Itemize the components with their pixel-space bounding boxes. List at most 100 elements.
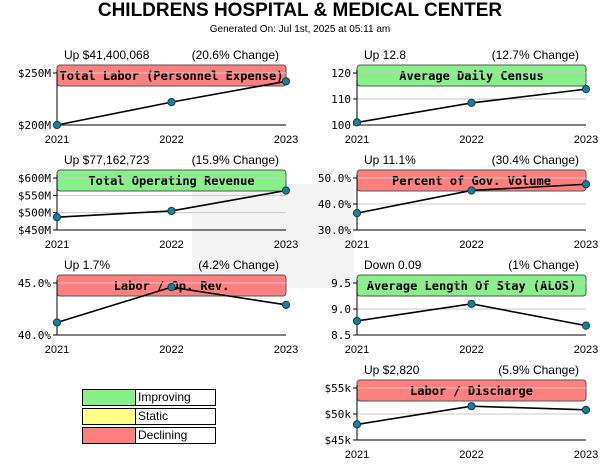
chart-title: Total Operating Revenue — [88, 174, 254, 188]
chart-average-daily-census: Up 12.8 (12.7% Change) Average Daily Censu… — [300, 44, 600, 149]
y-tick-label: $200M — [18, 119, 51, 132]
chart-title: Percent of Gov. Volume — [392, 174, 551, 188]
legend-item-declining: Declining — [82, 426, 216, 445]
y-tick-label: 40.0% — [18, 329, 51, 342]
change-percent: (4.2% Change) — [198, 258, 279, 272]
legend-swatch-static — [82, 407, 136, 425]
y-tick-label: $250M — [18, 67, 51, 80]
y-tick-label: 8.5 — [331, 329, 351, 342]
change-value: Up $41,400,068 — [64, 48, 150, 62]
data-point-2023 — [281, 300, 291, 309]
chart-svg: Up $77,162,723 (15.9% Change) Total Operat… — [18, 153, 298, 251]
y-tick-label: $55k — [325, 382, 352, 395]
data-point-2022 — [167, 206, 176, 216]
x-tick-label: 2021 — [345, 134, 369, 146]
y-tick-label: $500M — [18, 207, 51, 220]
y-tick-label: 100 — [331, 119, 351, 132]
x-tick-label: 2021 — [345, 239, 369, 251]
x-tick-label: 2022 — [459, 449, 483, 461]
x-tick-label: 2023 — [574, 239, 598, 251]
x-tick-label: 2021 — [45, 134, 69, 146]
data-point-2022 — [467, 186, 476, 195]
x-tick-label: 2022 — [459, 239, 483, 251]
chart-labor-op-rev: Up 1.7% (4.2% Change) Labor / Op. Rev. 40.0… — [0, 254, 300, 359]
chart-total-labor: Up $41,400,068 (20.6% Change) Total Labor … — [0, 44, 300, 149]
x-tick-label: 2022 — [459, 134, 483, 146]
chart-total-operating-revenue: Up $77,162,723 (15.9% Change) Total Operat… — [0, 149, 300, 254]
data-point-2021 — [352, 118, 362, 127]
x-tick-label: 2023 — [574, 344, 598, 356]
x-tick-label: 2023 — [274, 134, 298, 146]
chart-svg: Up $41,400,068 (20.6% Change) Total Labor … — [18, 48, 298, 146]
x-tick-label: 2021 — [45, 239, 69, 251]
data-point-2023 — [581, 85, 591, 94]
data-point-2022 — [467, 402, 476, 411]
y-tick-label: $450M — [18, 224, 51, 237]
chart-title: Total Labor (Personnel Expense) — [60, 69, 284, 83]
legend-swatch-improving — [82, 389, 136, 406]
data-point-2021 — [52, 213, 62, 222]
legend-item-improving: Improving — [82, 388, 216, 407]
data-point-2023 — [581, 321, 591, 330]
x-tick-label: 2022 — [159, 239, 183, 251]
chart-percent-gov-volume: Up 11.1% (30.4% Change) Percent of Gov. Vo… — [300, 149, 600, 254]
change-percent: (20.6% Change) — [192, 48, 279, 62]
chart-svg: Up 11.1% (30.4% Change) Percent of Gov. Vo… — [318, 153, 598, 251]
data-point-2021 — [352, 420, 362, 429]
data-point-2022 — [167, 98, 176, 107]
x-tick-label: 2023 — [574, 449, 598, 461]
x-tick-label: 2022 — [459, 344, 483, 356]
y-tick-label: 110 — [331, 93, 351, 106]
data-point-2023 — [281, 77, 291, 86]
data-point-2023 — [581, 180, 591, 189]
y-tick-label: 30.0% — [318, 224, 351, 237]
data-point-2021 — [352, 316, 362, 326]
change-value: Up 1.7% — [64, 258, 110, 272]
status-legend: Improving Static Declining — [82, 388, 216, 445]
x-tick-label: 2021 — [45, 344, 69, 356]
legend-label: Static — [136, 407, 216, 425]
chart-svg: Up 12.8 (12.7% Change) Average Daily Censu… — [331, 48, 598, 146]
y-tick-label: 45.0% — [18, 277, 51, 290]
x-tick-label: 2022 — [159, 134, 183, 146]
change-value: Up $2,820 — [364, 363, 420, 377]
y-tick-label: $550M — [18, 189, 51, 202]
legend-label: Declining — [136, 426, 216, 444]
chart-svg: Up 1.7% (4.2% Change)Labor / Op. Rev.40.0… — [18, 258, 298, 356]
change-value: Up 11.1% — [364, 153, 416, 167]
legend-swatch-declining — [82, 426, 136, 444]
chart-svg: Up $2,820 (5.9% Change) Labor / Discharge $… — [325, 363, 599, 461]
change-value: Down 0.09 — [364, 258, 422, 272]
change-percent: (12.7% Change) — [492, 48, 579, 62]
y-tick-label: $45k — [325, 434, 352, 447]
data-point-2023 — [281, 186, 291, 195]
data-point-2022 — [467, 299, 476, 308]
y-tick-label: $50k — [325, 408, 352, 421]
y-tick-label: 9.0 — [331, 303, 351, 316]
x-tick-label: 2023 — [274, 239, 298, 251]
change-percent: (30.4% Change) — [492, 153, 579, 167]
change-percent: (5.9% Change) — [498, 363, 579, 377]
x-tick-label: 2021 — [345, 449, 369, 461]
legend-label: Improving — [136, 389, 216, 406]
data-point-2022 — [467, 98, 476, 108]
chart-title: Average Length Of Stay (ALOS) — [367, 279, 577, 293]
change-percent: (15.9% Change) — [192, 153, 279, 167]
chart-svg: Down 0.09 (1% Change) Average Length Of St… — [331, 258, 598, 356]
change-value: Up 12.8 — [364, 48, 406, 62]
data-point-2021 — [52, 120, 62, 130]
x-tick-label: 2022 — [159, 344, 183, 356]
chart-title: Labor / Discharge — [410, 384, 533, 398]
data-point-2022 — [167, 283, 176, 292]
x-tick-label: 2023 — [574, 134, 598, 146]
x-tick-label: 2023 — [274, 344, 298, 356]
change-percent: (1% Change) — [508, 258, 579, 272]
x-tick-label: 2021 — [345, 344, 369, 356]
y-tick-label: 9.5 — [331, 277, 351, 290]
y-tick-label: 40.0% — [318, 198, 351, 211]
data-point-2023 — [581, 405, 591, 414]
watermark-logo — [192, 184, 354, 288]
change-value: Up $77,162,723 — [64, 153, 150, 167]
y-tick-label: 50.0% — [318, 172, 351, 185]
legend-item-static: Static — [82, 407, 216, 426]
